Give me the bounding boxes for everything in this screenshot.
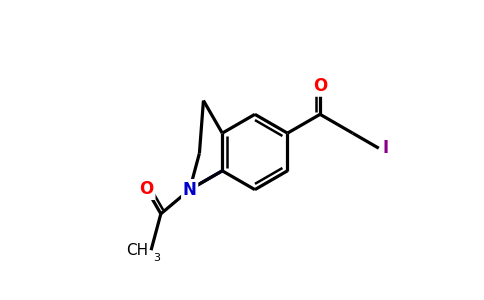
Text: 3: 3 bbox=[153, 253, 161, 263]
Text: O: O bbox=[139, 180, 154, 198]
Text: N: N bbox=[183, 181, 197, 199]
Text: I: I bbox=[383, 139, 389, 157]
Text: CH: CH bbox=[126, 243, 148, 258]
Text: O: O bbox=[313, 77, 327, 95]
